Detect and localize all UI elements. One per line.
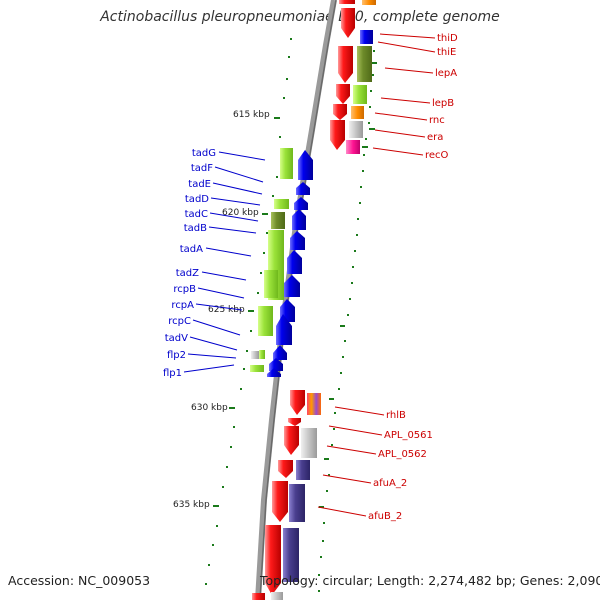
- gene-arrow-lepB: [336, 84, 350, 104]
- gene-arrow-tadD: [292, 209, 306, 230]
- genome-backbone: [255, 0, 337, 600]
- gene-arrow-tadA: [284, 275, 300, 297]
- gene-arrow-tadE: [294, 197, 308, 210]
- right-label-leaders: [317, 33, 436, 517]
- gene-label-rcpA[interactable]: rcpA: [171, 300, 194, 311]
- gene-label-tadA[interactable]: tadA: [180, 244, 203, 255]
- gene-label-afuB_2[interactable]: afuB_2: [368, 511, 402, 522]
- gene-arrow-afuB_2: [272, 481, 288, 522]
- gene-arrow-rhlB: [290, 390, 305, 415]
- gene-label-lepB[interactable]: lepB: [432, 98, 454, 109]
- gene-label-tadG[interactable]: tadG: [192, 148, 216, 159]
- gene-arrow-rcpB: [276, 314, 292, 345]
- gene-label-tadE[interactable]: tadE: [188, 179, 211, 190]
- gene-arrow-thiD: [341, 8, 355, 38]
- top-red-genes: [330, 0, 355, 150]
- gene-arrow-afuA_2: [278, 460, 293, 478]
- gene-label-tadV[interactable]: tadV: [165, 333, 188, 344]
- gene-label-tadC[interactable]: tadC: [185, 209, 208, 220]
- gene-arrow-rcpA: [273, 345, 287, 360]
- gene-label-thiE[interactable]: thiE: [437, 47, 456, 58]
- gene-label-afuA_2[interactable]: afuA_2: [373, 478, 407, 489]
- scale-label-635: 635 kbp: [173, 500, 210, 510]
- scale-label-625: 625 kbp: [208, 305, 245, 315]
- gene-label-recO[interactable]: recO: [425, 150, 449, 161]
- gene-label-rcpC[interactable]: rcpC: [168, 316, 191, 327]
- scale-label-615: 615 kbp: [233, 110, 270, 120]
- gene-label-tadD[interactable]: tadD: [185, 194, 209, 205]
- top-function-bands: [346, 0, 376, 154]
- gene-arrow-tadF: [296, 182, 310, 195]
- outer-scale-ring: [318, 50, 377, 592]
- gene-arrow-era: [330, 120, 345, 150]
- genome-summary: Topology: circular; Length: 2,274,482 bp…: [260, 573, 600, 588]
- gene-label-flp1[interactable]: flp1: [163, 368, 182, 379]
- gene-arrow-tadC: [290, 231, 305, 250]
- scale-label-630: 630 kbp: [191, 403, 228, 413]
- gene-arrow-APL_0561: [288, 418, 301, 426]
- gene-arrow-flp: [267, 368, 281, 377]
- gene-label-tadZ[interactable]: tadZ: [176, 268, 199, 279]
- gene-arrow-lepA: [338, 46, 353, 83]
- gene-arrow-tadG: [298, 150, 313, 180]
- right-gene-labels: thiD thiE lepA lepB rnc era recO rhlB AP…: [368, 33, 458, 522]
- gene-arrow-red-lower: [265, 525, 281, 595]
- gene-label-tadB[interactable]: tadB: [184, 223, 207, 234]
- tad-function-bands: [250, 148, 293, 372]
- gene-label-flp2[interactable]: flp2: [167, 350, 186, 361]
- left-label-leaders: [183, 151, 266, 373]
- gene-label-rnc[interactable]: rnc: [429, 115, 445, 126]
- gene-label-APL_0561[interactable]: APL_0561: [384, 430, 433, 441]
- gene-label-thiD[interactable]: thiD: [437, 33, 458, 44]
- gene-label-rcpB[interactable]: rcpB: [173, 284, 196, 295]
- left-gene-labels: tadG tadF tadE tadD tadC tadB tadA tadZ …: [163, 148, 216, 379]
- gene-label-rhlB[interactable]: rhlB: [386, 410, 406, 421]
- gene-label-era[interactable]: era: [427, 132, 443, 143]
- lower-red-genes: [252, 390, 305, 600]
- gene-arrow-rcpC: [269, 358, 283, 371]
- gene-label-lepA[interactable]: lepA: [435, 68, 457, 79]
- gene-arrow-tadB: [287, 250, 302, 274]
- tad-blue-genes: [267, 150, 313, 377]
- lower-function-bands: [271, 393, 321, 600]
- genome-title: Actinobacillus pleuropneumoniae L20, com…: [100, 9, 500, 25]
- gene-label-APL_0562[interactable]: APL_0562: [378, 449, 427, 460]
- scale-label-620: 620 kbp: [222, 208, 259, 218]
- accession-label: Accession: NC_009053: [8, 573, 151, 588]
- gene-arrow-rnc: [333, 104, 347, 120]
- inner-scale-ring: [205, 38, 292, 585]
- gene-arrow-APL_0562: [284, 426, 299, 455]
- gene-label-tadF[interactable]: tadF: [191, 163, 213, 174]
